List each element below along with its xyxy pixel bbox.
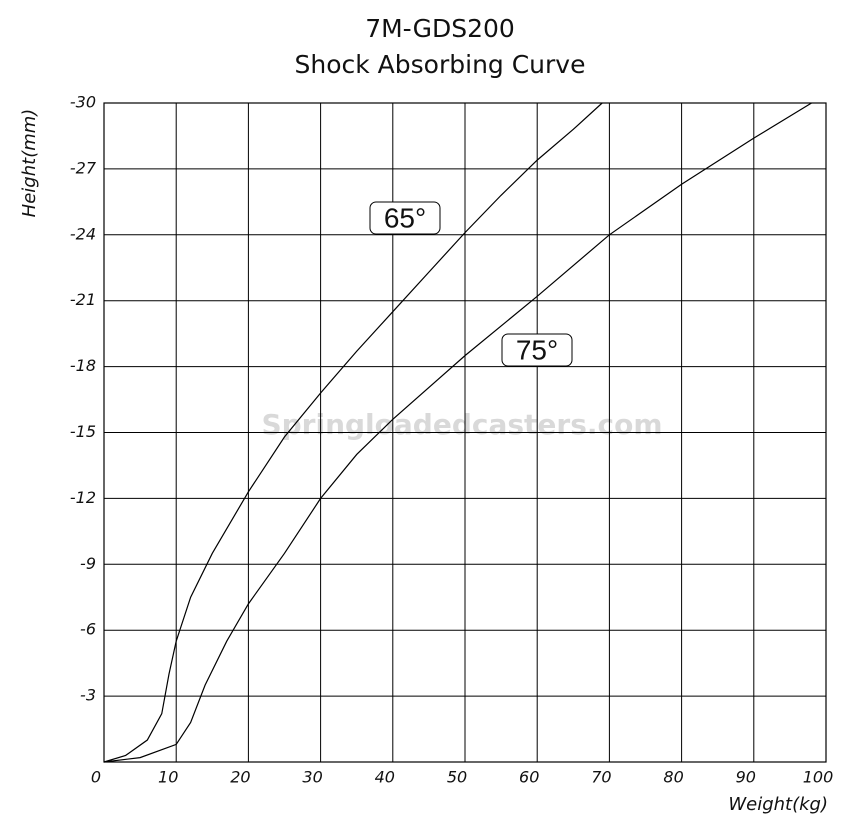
curve	[103, 102, 812, 763]
watermark: Springloadedcasters.com	[261, 408, 662, 441]
y-tick-label: -21	[70, 290, 96, 309]
curve-label-box	[501, 333, 573, 367]
chart-subtitle: Shock Absorbing Curve	[295, 50, 586, 79]
curve	[103, 102, 603, 763]
x-tick-label: 60	[519, 768, 539, 787]
x-tick-label: 100	[803, 768, 834, 787]
x-tick-label: 70	[591, 768, 611, 787]
x-tick-label: 90	[736, 768, 756, 787]
y-tick-label: -18	[70, 356, 96, 375]
x-tick-label: 30	[302, 768, 322, 787]
x-tick-label: 50	[447, 768, 467, 787]
chart-title: 7M-GDS200	[365, 14, 515, 43]
curve-label-box	[369, 201, 441, 235]
curve-label: 75°	[516, 334, 558, 365]
x-tick-label: 80	[663, 768, 683, 787]
y-tick-label: -24	[70, 224, 96, 243]
y-tick-label: -3	[80, 686, 96, 705]
y-tick-label: -12	[70, 488, 96, 507]
x-tick-label: 10	[158, 768, 178, 787]
y-axis-label: Height(mm)	[19, 109, 40, 218]
y-tick-label: -9	[80, 554, 96, 573]
x-tick-label: 0	[91, 768, 101, 787]
x-axis-label: Weight(kg)	[728, 794, 828, 815]
y-tick-label: -15	[70, 422, 96, 441]
curve-label: 65°	[384, 202, 426, 233]
x-tick-label: 40	[375, 768, 395, 787]
x-tick-label: 20	[230, 768, 250, 787]
y-tick-label: -30	[70, 93, 96, 112]
y-tick-label: -27	[70, 158, 97, 177]
y-tick-label: -6	[80, 620, 96, 639]
